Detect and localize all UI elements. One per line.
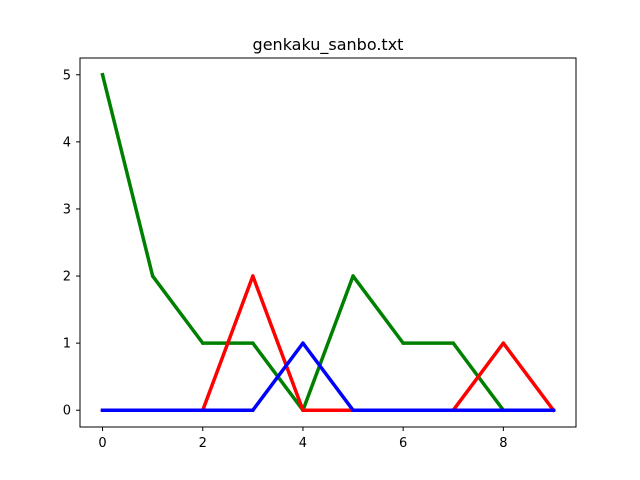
x-tick-label: 8 xyxy=(499,436,507,451)
data-point xyxy=(351,408,355,412)
data-point xyxy=(451,408,455,412)
y-tick-label: 1 xyxy=(63,337,71,352)
data-point xyxy=(201,341,205,345)
data-point xyxy=(401,341,405,345)
data-point xyxy=(301,408,305,412)
y-tick-label: 0 xyxy=(63,404,71,419)
data-point xyxy=(251,274,255,278)
chart-title: genkaku_sanbo.txt xyxy=(253,35,404,55)
data-point xyxy=(551,408,556,412)
x-tick-label: 0 xyxy=(98,436,106,451)
x-tick-label: 6 xyxy=(399,436,407,451)
y-tick-label: 4 xyxy=(63,135,71,150)
data-point xyxy=(351,274,355,278)
y-tick-label: 3 xyxy=(63,202,71,217)
data-point xyxy=(100,73,105,77)
data-point xyxy=(201,408,205,412)
x-tick-label: 4 xyxy=(299,436,307,451)
data-point xyxy=(150,408,155,412)
data-point xyxy=(150,274,155,278)
axes-layer: 0 2 4 6 8 0 1 2 3 4 5 xyxy=(63,57,577,451)
data-point xyxy=(251,408,255,412)
y-tick-label: 2 xyxy=(63,270,71,285)
plot-frame xyxy=(79,57,577,428)
data-point xyxy=(501,341,506,345)
x-tick-label: 2 xyxy=(199,436,207,451)
data-point xyxy=(301,341,305,345)
data-point xyxy=(100,408,105,412)
data-point xyxy=(501,408,506,412)
series-layer xyxy=(100,72,556,413)
series-line-3 xyxy=(100,341,556,412)
y-tick-label: 5 xyxy=(63,68,71,83)
data-point xyxy=(401,408,405,412)
data-point xyxy=(451,341,455,345)
data-point xyxy=(251,341,255,345)
